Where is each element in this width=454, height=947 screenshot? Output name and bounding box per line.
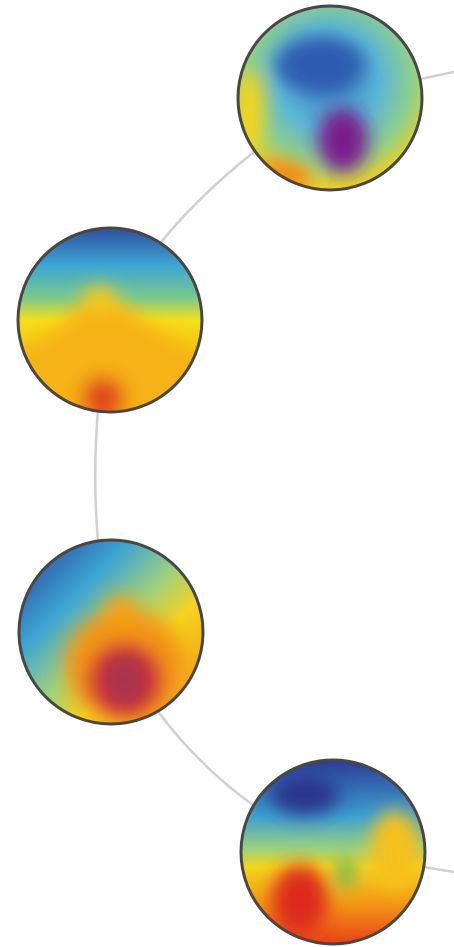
connector-curve [95,72,454,872]
scene [0,0,454,947]
map-2 [18,228,202,420]
page: (() => { const data = JSON.parse(documen… [0,0,454,947]
